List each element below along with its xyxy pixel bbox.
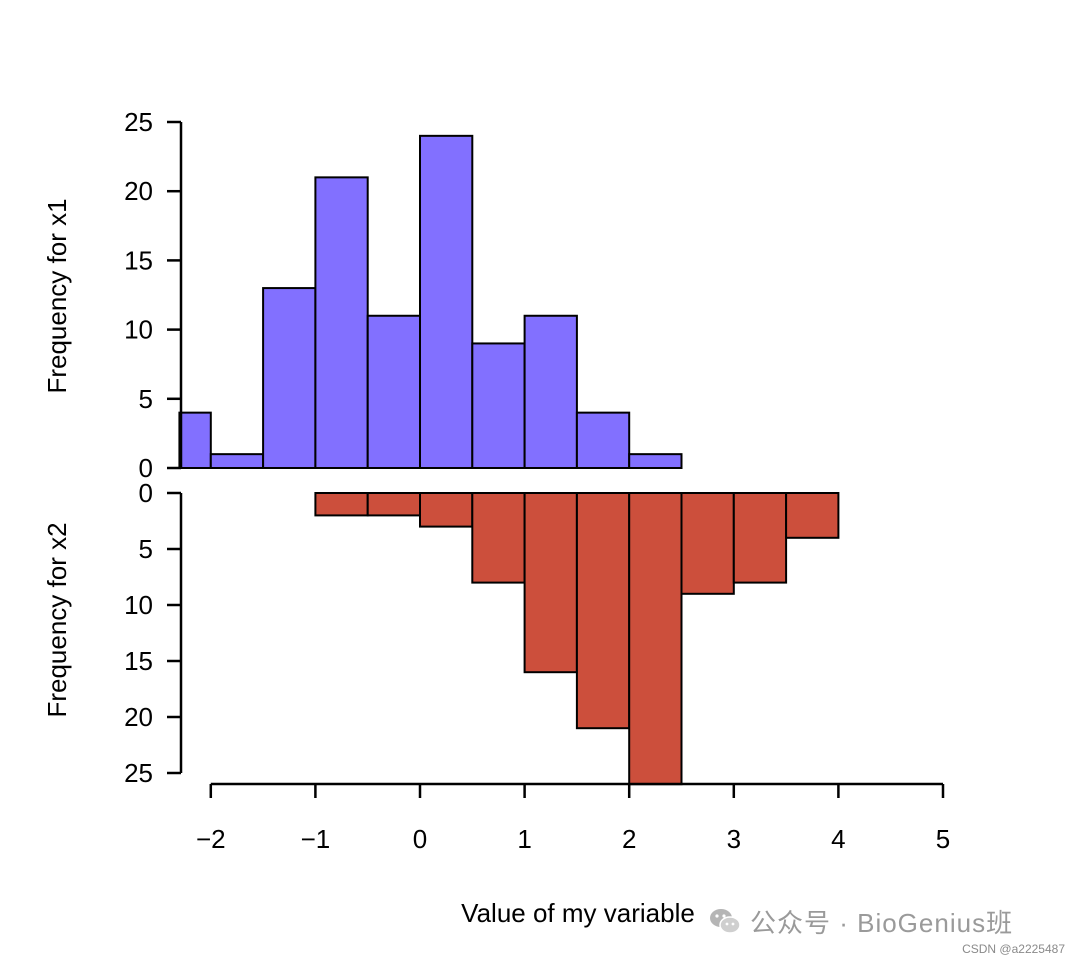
bar-x2-9 [785, 492, 840, 539]
y-tick-label-x2-4: 20 [124, 702, 153, 732]
y-tick-label-x1-2: 10 [124, 315, 153, 345]
bar-x2-8 [732, 492, 788, 584]
bar-x2-1 [366, 492, 422, 517]
y-tick-label-x1-3: 15 [124, 245, 153, 275]
wechat-icon [710, 909, 741, 934]
bar-x1-6 [471, 342, 526, 469]
bar-x1-8 [575, 411, 631, 470]
bar-x1-9 [628, 453, 683, 470]
x-tick-label-2: 0 [413, 824, 427, 854]
y-axis-title-x2: Frequency for x2 [42, 522, 72, 717]
bar-x2-3 [471, 492, 526, 584]
y-tick-label-x2-0: 0 [139, 478, 153, 508]
x-tick-label-7: 5 [936, 824, 950, 854]
bar-x1-2 [262, 287, 317, 469]
x-tick-label-6: 4 [831, 824, 845, 854]
bar-x1-5 [419, 134, 474, 469]
bar-x2-2 [419, 492, 474, 528]
x-tick-label-0: −2 [196, 824, 226, 854]
bar-x2-0 [314, 492, 369, 517]
x-tick-label-3: 1 [517, 824, 531, 854]
bar-x1-0 [178, 411, 212, 470]
y-axis-title-x1: Frequency for x1 [42, 198, 72, 393]
watermark: 公众号 · BioGenius班 [708, 903, 1013, 939]
y-tick-label-x2-5: 25 [124, 758, 153, 788]
bar-x2-6 [628, 492, 683, 786]
x-axis-title: Value of my variable [461, 898, 695, 928]
y-tick-label-x1-0: 0 [139, 453, 153, 483]
x-axis: −2 −1 0 1 2 3 4 5 [196, 782, 950, 854]
x-tick-label-4: 2 [622, 824, 636, 854]
y-tick-label-x1-1: 5 [139, 384, 153, 414]
watermark-text: 公众号 · BioGenius班 [750, 907, 1014, 938]
bottom-histogram-x2: 0 5 10 15 20 25 [124, 478, 840, 788]
bar-x2-5 [575, 492, 631, 730]
x-tick-label-1: −1 [301, 824, 331, 854]
bar-x1-4 [366, 314, 422, 470]
y-tick-label-x1-4: 20 [124, 176, 153, 206]
y-tick-label-x2-2: 10 [124, 590, 153, 620]
bar-x2-7 [680, 492, 735, 595]
bar-x2-4 [523, 492, 578, 674]
bar-x1-1 [209, 453, 265, 470]
top-histogram-x1: 0 5 10 15 20 25 [124, 107, 683, 483]
bar-x1-7 [523, 314, 578, 470]
y-tick-label-x2-1: 5 [139, 534, 153, 564]
x-tick-label-5: 3 [727, 824, 741, 854]
y-tick-label-x1-5: 25 [124, 107, 153, 137]
bar-x1-3 [314, 176, 369, 470]
y-tick-label-x2-3: 15 [124, 646, 153, 676]
credit-text: CSDN @a2225487 [962, 942, 1065, 956]
